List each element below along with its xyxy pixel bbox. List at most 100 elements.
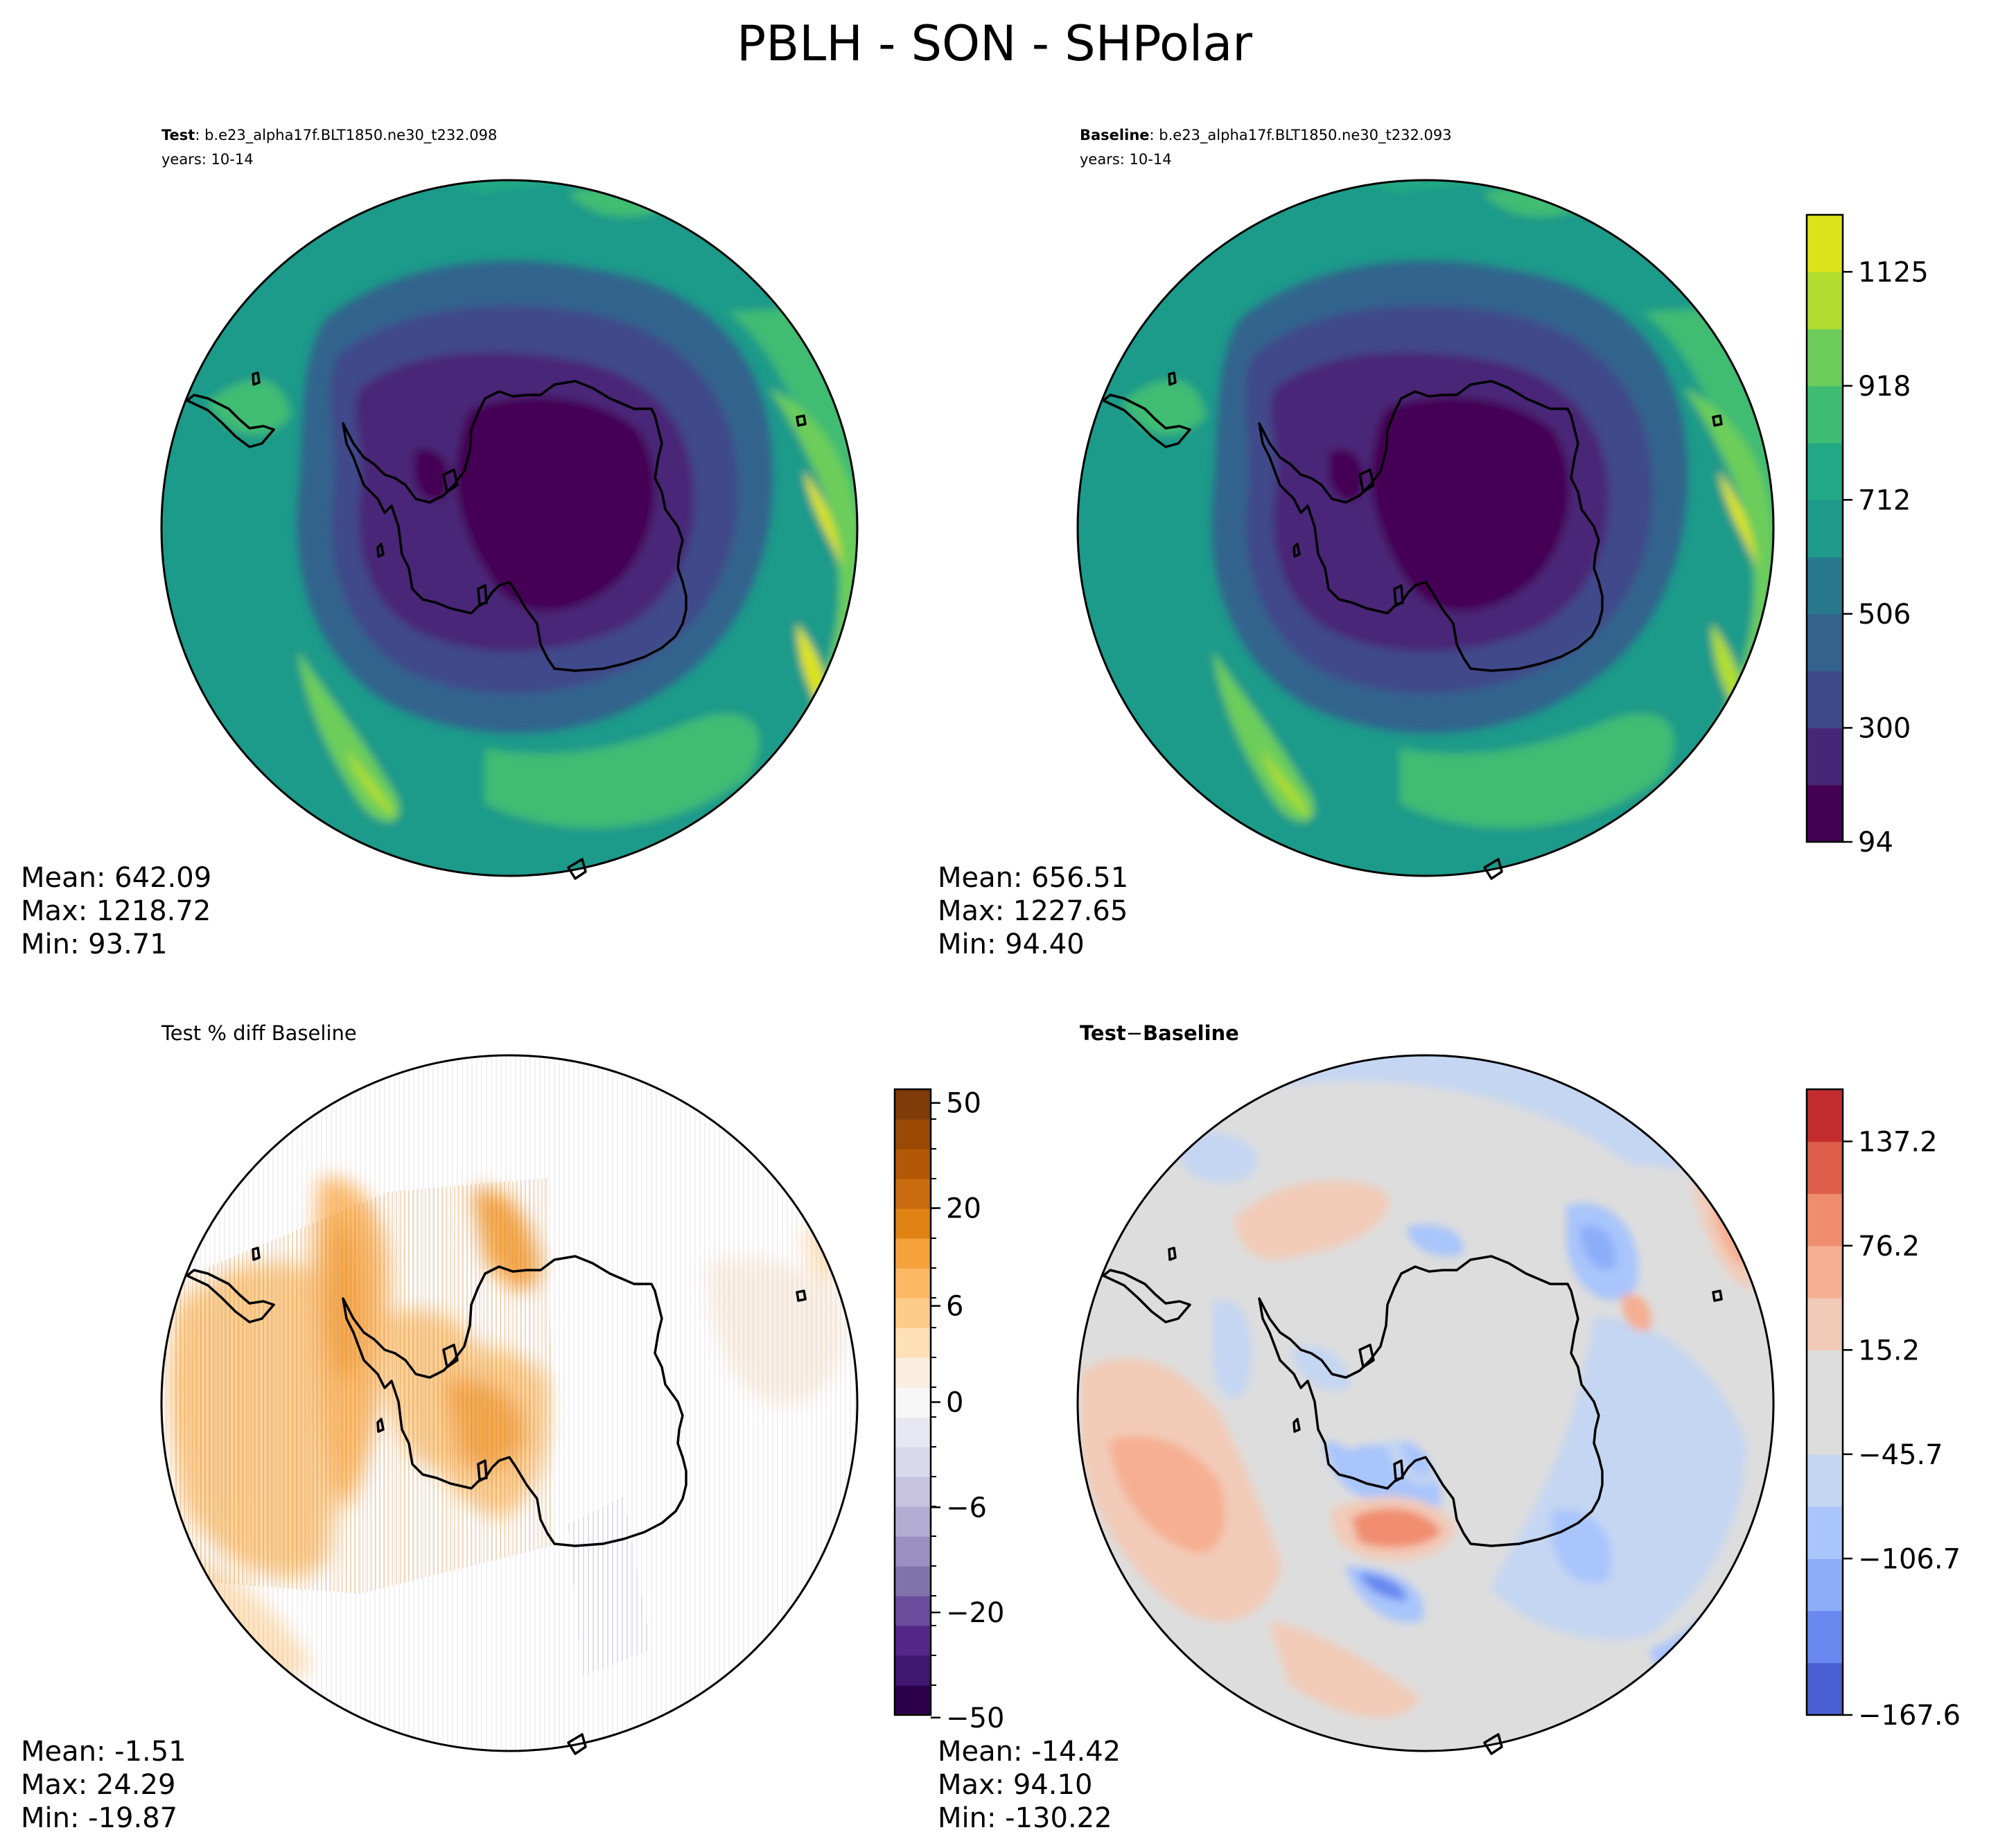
baseline-max: Max: 1227.65 [938,895,1128,927]
baseline-panel-title: Baseline: b.e23_alpha17f.BLT1850.ne30_t2… [1080,127,1452,144]
colorbar-segment [1807,1610,1843,1664]
colorbar-segment [1807,1662,1843,1716]
diff-title-a: Test [1080,1021,1126,1045]
colorbar-segment [1807,1245,1843,1299]
colorbar-tick-label: 137.2 [1858,1126,1938,1158]
colorbar-segment [895,1328,931,1358]
figure-title: PBLH - SON - SHPolar [736,15,1253,72]
colorbar-tick-label: 1125 [1858,256,1929,288]
diff-stats: Mean: -14.42 Max: 94.10 Min: -130.22 [938,1735,1121,1835]
diff-max: Max: 94.10 [938,1769,1093,1801]
colorbar-tick-label: −20 [946,1597,1004,1629]
colorbar-segment [1807,784,1843,843]
colorbar-tick-label: −50 [946,1702,1004,1734]
colorbar-frame [1805,213,1844,843]
colorbar-segment [895,1566,931,1596]
colorbar-tick-label: 506 [1858,599,1911,631]
test-case-name: : b.e23_alpha17f.BLT1850.ne30_t232.098 [195,127,498,143]
colorbar-tick-label: 918 [1858,371,1911,403]
pct-diff-max: Max: 24.29 [21,1769,176,1801]
baseline-antarctica-coastline [1102,371,1723,880]
colorbar-segment [1807,1089,1843,1142]
colorbar-segment [895,1208,931,1239]
baseline-stats: Mean: 656.51 Max: 1227.65 Min: 94.40 [938,861,1128,961]
pct-diff-colorbar: 50 20 6 0 −6 −20 −50 [893,1088,1004,1734]
colorbar-tick-label: 0 [946,1387,963,1419]
colorbar-segment [1807,1141,1843,1195]
colorbar-segment [895,1626,931,1656]
colorbar-segment [1807,1454,1843,1507]
diff-mean: Mean: -14.42 [938,1736,1121,1768]
baseline-years: years: 10-14 [1080,151,1172,168]
pct-diff-title: Test % diff Baseline [161,1021,357,1045]
baseline-mean: Mean: 656.51 [938,862,1129,894]
colorbar-segment [1807,671,1843,729]
baseline-min: Min: 94.40 [938,929,1085,960]
diff-colorbar: 137.2 76.2 15.2 −45.7 −106.7 −167.6 [1805,1088,1961,1732]
colorbar-segment [1807,1506,1843,1559]
colorbar-tick-label: −6 [946,1492,987,1524]
colorbar-segment [895,1477,931,1507]
colorbar-tick-label: −167.6 [1858,1700,1961,1732]
test-min: Min: 93.71 [21,929,168,960]
colorbar-segment [895,1238,931,1269]
baseline-colorbar: 94 300 506 712 918 1125 [1805,213,1929,859]
colorbar-segment [1807,500,1843,558]
colorbar-segment [1807,1558,1843,1612]
colorbar-segment [1807,1350,1843,1403]
colorbar-segment [895,1387,931,1418]
colorbar-segment [895,1119,931,1150]
test-stats: Mean: 642.09 Max: 1218.72 Min: 93.71 [21,861,211,961]
colorbar-segment [895,1268,931,1299]
colorbar-segment [1807,613,1843,671]
pct-diff-mean: Mean: -1.51 [21,1736,186,1768]
test-map [160,179,859,880]
diff-title-op: − [1125,1021,1144,1045]
test-label: Test [161,127,195,143]
test-mean: Mean: 642.09 [21,862,212,894]
colorbar-tick-label: 6 [946,1291,963,1323]
colorbar-tick-label: −106.7 [1858,1543,1961,1575]
test-map-boundary [160,179,859,877]
colorbar-tick-label: 712 [1858,484,1911,516]
colorbar-segment [895,1596,931,1626]
colorbar-segment [895,1179,931,1209]
baseline-map-boundary [1076,179,1775,877]
colorbar-segment [1807,728,1843,786]
colorbar-segment [895,1417,931,1447]
diff-title: Test−Baseline [1080,1021,1239,1045]
colorbar-tick-label: 50 [946,1088,981,1120]
colorbar-segment [1807,1298,1843,1350]
pct-diff-map [160,1054,859,1755]
diff-map-boundary [1076,1054,1775,1752]
colorbar-tick-label: 15.2 [1858,1335,1920,1366]
colorbar-segment [1807,272,1843,330]
pct-diff-antarctica-coastline [186,1247,807,1755]
colorbar-segment [1807,328,1843,387]
colorbar-segment [895,1685,931,1716]
colorbar-segment [1807,443,1843,500]
pct-diff-min: Min: -19.87 [21,1802,178,1834]
colorbar-segment [895,1298,931,1328]
colorbar-segment [895,1089,931,1120]
baseline-label: Baseline [1080,127,1150,143]
diff-map [1076,1054,1775,1755]
colorbar-tick-label: 300 [1858,712,1911,744]
test-years: years: 10-14 [161,151,254,168]
baseline-case-name: : b.e23_alpha17f.BLT1850.ne30_t232.093 [1149,127,1452,143]
colorbar-segment [895,1506,931,1537]
test-max: Max: 1218.72 [21,895,211,927]
colorbar-segment [1807,1402,1843,1455]
colorbar-tick-label: 94 [1858,827,1893,859]
diff-title-b: Baseline [1143,1021,1239,1045]
colorbar-segment [895,1357,931,1388]
colorbar-segment [1807,385,1843,443]
colorbar-segment [895,1655,931,1686]
colorbar-segment [1807,215,1843,272]
baseline-map [1076,179,1775,880]
pct-diff-stats: Mean: -1.51 Max: 24.29 Min: -19.87 [21,1735,186,1835]
colorbar-frame [1805,1088,1844,1716]
colorbar-segment [895,1149,931,1179]
pct-diff-map-boundary [160,1054,859,1752]
colorbar-segment [895,1536,931,1567]
